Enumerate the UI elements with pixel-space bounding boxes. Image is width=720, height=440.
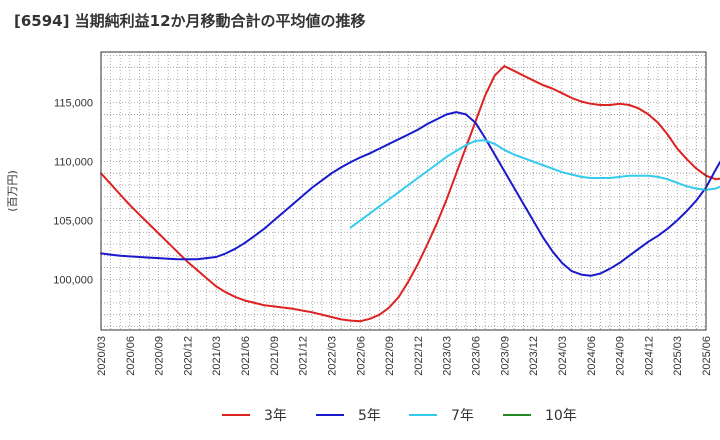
legend-label: 7年 (451, 408, 474, 424)
x-tick-label: 2024/12 (643, 336, 655, 376)
y-tick-label: 115,000 (54, 98, 93, 110)
x-tick-label: 2025/03 (672, 336, 684, 376)
legend-label: 5年 (358, 408, 381, 424)
plot-frame (100, 51, 707, 331)
x-tick-label: 2021/12 (298, 336, 310, 376)
x-tick-label: 2020/06 (125, 336, 137, 376)
x-tick-label: 2024/09 (615, 336, 627, 376)
x-tick-label: 2020/09 (154, 336, 166, 376)
x-tick-label: 2024/03 (557, 336, 569, 376)
x-tick-label: 2020/03 (96, 336, 108, 376)
x-tick-label: 2022/06 (355, 336, 367, 376)
series-line-7年 (349, 139, 720, 229)
legend-label: 10年 (545, 408, 577, 424)
x-tick-label: 2021/03 (211, 336, 223, 376)
grid (100, 52, 707, 330)
y-tick-label: 105,000 (53, 215, 93, 227)
x-tick-label: 2023/09 (499, 336, 511, 376)
y-axis: 100,000 105,000 110,000 115,000 (53, 98, 93, 287)
series-line-5年 (100, 111, 720, 277)
x-tick-label: 2020/12 (182, 336, 194, 376)
x-tick-label: 2022/03 (326, 336, 338, 376)
y-tick-label: 100,000 (53, 274, 93, 286)
legend-label: 3年 (264, 408, 287, 424)
x-tick-label: 2023/12 (528, 336, 540, 376)
x-tick-label: 2021/06 (240, 336, 252, 376)
x-tick-label: 2023/03 (442, 336, 454, 376)
x-tick-label: 2024/06 (586, 336, 598, 376)
x-axis: 2020/03 2020/06 2020/09 2020/12 2021/03 2021/… (96, 336, 713, 376)
series-lines (100, 65, 720, 323)
legend: 3年 5年 7年 10年 (222, 408, 577, 424)
y-tick-label: 110,000 (54, 157, 93, 169)
y-axis-label: (百万円) (6, 170, 19, 212)
x-tick-label: 2022/09 (384, 336, 396, 376)
series-line-3年 (100, 65, 720, 323)
x-tick-label: 2022/12 (413, 336, 425, 376)
x-tick-label: 2021/09 (269, 336, 281, 376)
chart-title: [6594] 当期純利益12か月移動合計の平均値の推移 (14, 12, 366, 30)
x-tick-label: 2023/06 (471, 336, 483, 376)
x-tick-label: 2025/06 (701, 336, 713, 376)
